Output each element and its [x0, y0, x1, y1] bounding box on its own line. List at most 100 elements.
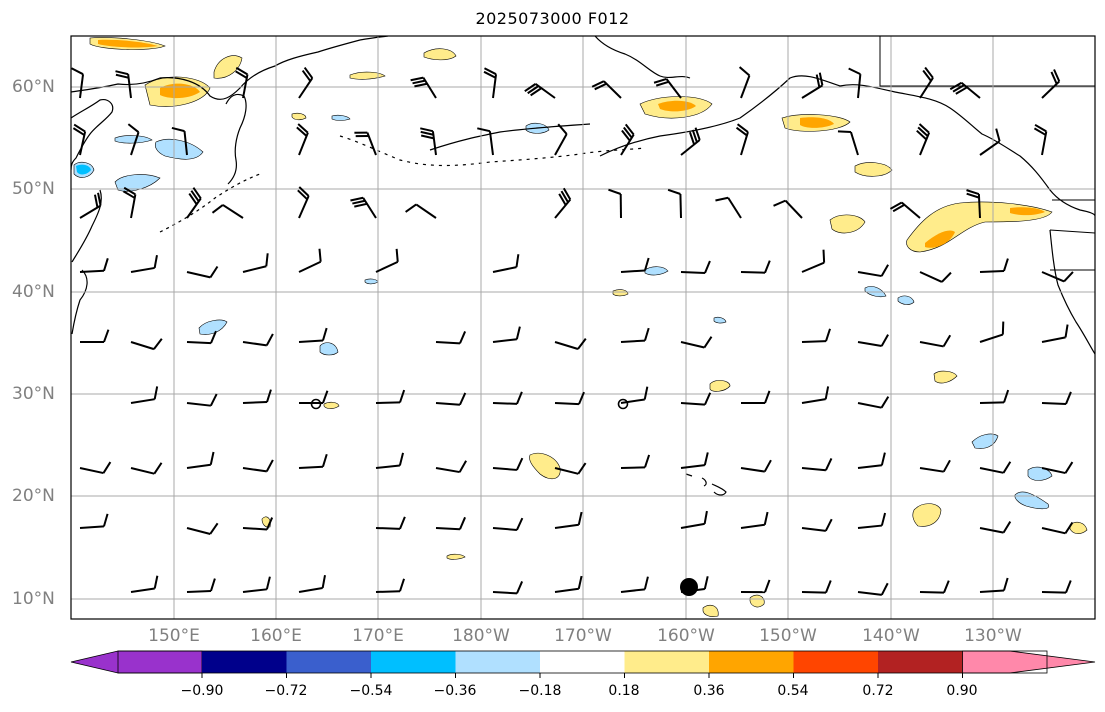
wind-barb-flag [115, 73, 129, 79]
positive-contour-inner [800, 117, 834, 128]
wind-barb-flag [354, 202, 368, 208]
colorbar [70, 650, 1096, 678]
wind-barb-flag [1002, 521, 1012, 534]
calm-marker [617, 398, 629, 410]
colorbar-cell [878, 651, 963, 673]
wind-barb-flag [395, 248, 399, 262]
negative-contour [114, 174, 161, 192]
wind-barb-shaft [849, 131, 859, 156]
wind-barb-flag [623, 126, 633, 139]
wind-barb-flag [266, 389, 272, 403]
wind-barb-flag [127, 123, 140, 134]
wind-barb-shaft [79, 525, 105, 529]
wind-barb-flag [1050, 71, 1058, 85]
colorbar-cell [286, 651, 372, 673]
wind-barb-shaft [919, 271, 943, 283]
wind-barb-flag [477, 127, 491, 133]
wind-barb-flag [644, 454, 651, 468]
wind-barb-flag [655, 80, 669, 87]
wind-barb-shaft [784, 199, 803, 219]
wind-barb-flag [880, 512, 887, 526]
north-america-coastline [1049, 229, 1095, 355]
wind-barb-shaft [680, 341, 705, 349]
wind-barb-shaft [727, 197, 742, 219]
wind-barb-flag [1064, 461, 1074, 474]
alaska-coastline [429, 123, 591, 151]
positive-contour [912, 503, 942, 527]
wind-barb-flag [704, 260, 711, 274]
wind-barb-shaft [492, 467, 518, 471]
negative-contour [319, 342, 339, 356]
wind-barb-flag [1033, 127, 1047, 136]
map-frame [70, 35, 1096, 620]
wind-barb-shaft [79, 269, 105, 273]
wind-barb-shaft [554, 587, 579, 593]
lon-label-170e: 170°E [352, 626, 404, 646]
wind-barb-flag [594, 82, 607, 91]
lon-label-130w: 130°W [964, 626, 1022, 646]
wind-barb-shaft [603, 80, 622, 99]
wind-barb-flag [420, 130, 434, 136]
wind-barb-flag [318, 248, 322, 262]
wind-barb-shaft [366, 132, 377, 156]
wind-barb-shaft [620, 339, 646, 343]
wind-barb-flag [171, 126, 185, 133]
wind-barb-shaft [1041, 467, 1066, 475]
wind-barb-shaft [130, 341, 155, 351]
wind-barb-flag [301, 69, 312, 82]
wind-barb-shaft [431, 131, 437, 156]
wind-barb-flag [265, 253, 269, 267]
positive-contour [323, 401, 340, 409]
wind-barb-shaft [186, 527, 211, 535]
positive-contour-inner [98, 39, 158, 48]
wind-barb-shaft [492, 266, 517, 273]
wind-barb-shaft [979, 333, 1004, 343]
canada-border [879, 36, 1095, 271]
wind-barb-shaft [130, 194, 137, 219]
wind-barb-flag [516, 517, 524, 531]
wind-barb-shaft [186, 341, 212, 345]
positive-contour [933, 370, 958, 384]
colorbar-extend-low [70, 650, 203, 674]
wind-barb-flag [955, 86, 968, 95]
wind-barb-flag [102, 513, 109, 527]
wind-barb-flag [703, 510, 708, 525]
negative-contour [154, 139, 204, 160]
wind-barb-shaft [1041, 527, 1066, 535]
wind-barb-flag [892, 203, 905, 213]
wind-barb-flag [825, 580, 832, 593]
colorbar-cell [455, 651, 541, 673]
wind-barb-flag [688, 131, 696, 145]
lon-label-180w: 180°W [452, 626, 510, 646]
wind-barb-flag [103, 329, 110, 343]
wind-barb-flag [917, 126, 929, 137]
wind-barb-shaft [857, 402, 882, 409]
wind-barb-flag [644, 327, 650, 341]
wind-barb-flag [824, 386, 830, 400]
wind-barb-flag [941, 271, 952, 283]
hawaii-islands [685, 473, 727, 496]
wind-barb-shaft [960, 81, 981, 99]
lon-label-160w: 160°W [657, 626, 715, 646]
wind-barb-shaft [680, 464, 705, 469]
wind-barb-shaft [977, 193, 981, 219]
wind-barb-flag [1063, 271, 1074, 283]
colorbar-tick-label: 0.54 [777, 683, 809, 699]
wind-barb-shaft [801, 84, 823, 99]
lat-label-30n: 30°N [12, 384, 55, 404]
lat-label-10n: 10°N [12, 589, 55, 609]
wind-barb-flag [577, 338, 587, 350]
colorbar-cell [371, 651, 456, 673]
wind-barb-flag [880, 396, 890, 409]
wind-barb-shaft [492, 527, 518, 531]
wind-barb-flag [578, 391, 585, 405]
wind-barb-shaft [435, 467, 460, 474]
wind-barb-shaft [422, 77, 437, 99]
wind-barb-flag [1065, 580, 1072, 594]
wind-barb-flag [296, 126, 308, 137]
wind-barb-flag [880, 264, 889, 277]
positive-contour [612, 289, 629, 297]
wind-barb-flag [322, 390, 329, 404]
wind-barb-shaft [554, 341, 579, 350]
wind-barb-shaft [375, 401, 401, 404]
